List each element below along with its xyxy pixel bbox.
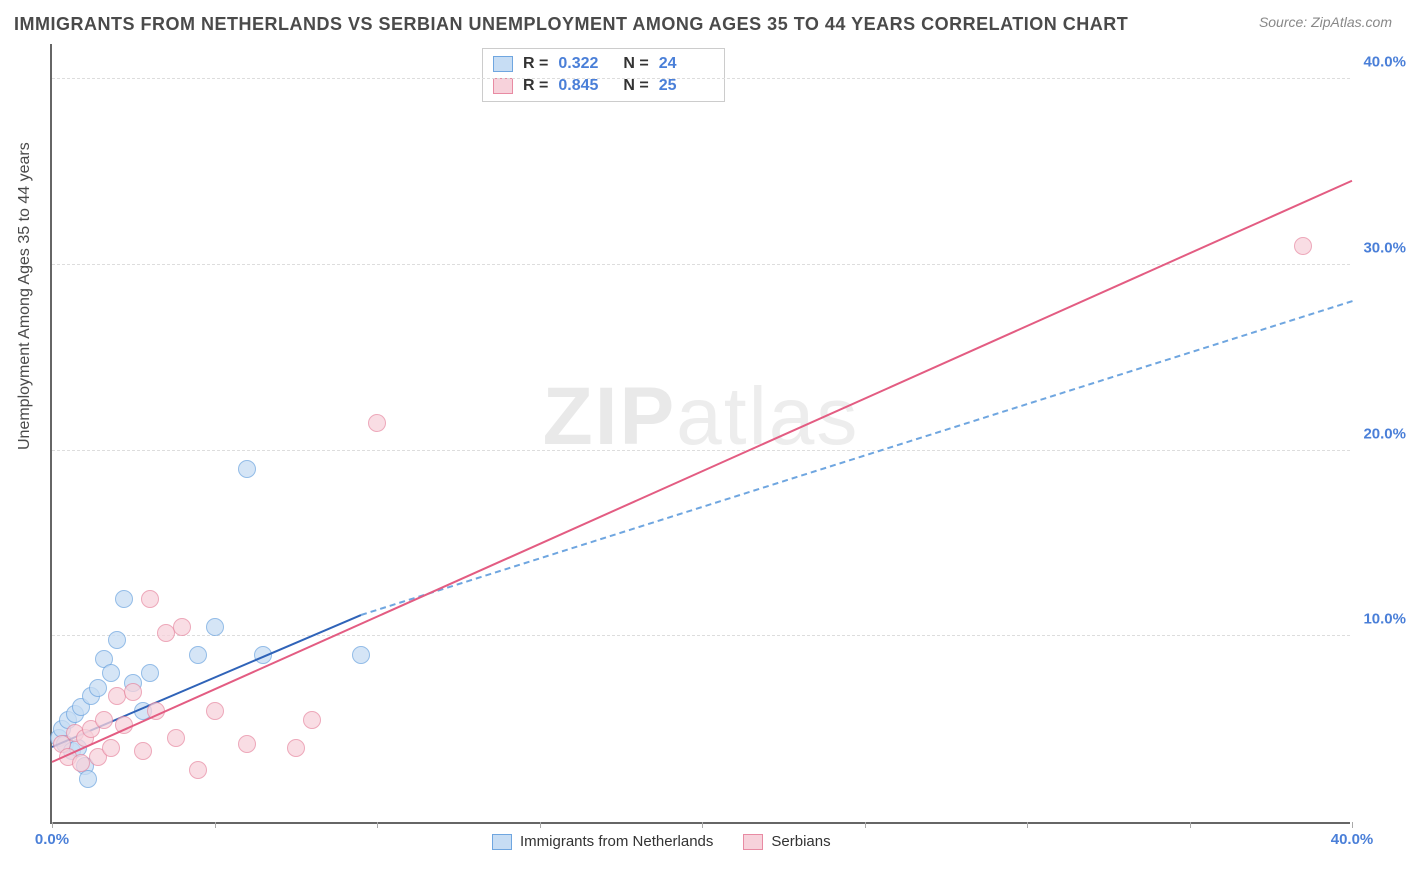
scatter-point [102, 739, 120, 757]
legend-swatch [743, 834, 763, 850]
n-value: 24 [659, 55, 714, 73]
scatter-point [108, 687, 126, 705]
x-tick-mark [52, 822, 53, 828]
trend-line [360, 300, 1352, 616]
legend-row: R = 0.322 N = 24 [493, 53, 714, 75]
scatter-point [206, 618, 224, 636]
x-tick-mark [1190, 822, 1191, 828]
chart-title: IMMIGRANTS FROM NETHERLANDS VS SERBIAN U… [14, 14, 1128, 35]
scatter-point [238, 460, 256, 478]
scatter-point [206, 702, 224, 720]
scatter-point [1294, 237, 1312, 255]
source-attribution: Source: ZipAtlas.com [1259, 14, 1392, 30]
gridline [52, 450, 1350, 451]
correlation-legend: R = 0.322 N = 24 R = 0.845 N = 25 [482, 48, 725, 102]
x-tick-label: 40.0% [1331, 831, 1374, 848]
scatter-point [141, 664, 159, 682]
x-tick-mark [215, 822, 216, 828]
r-label: R = [523, 77, 548, 95]
scatter-point [102, 664, 120, 682]
r-value: 0.322 [558, 55, 613, 73]
r-value: 0.845 [558, 77, 613, 95]
legend-label: Immigrants from Netherlands [520, 833, 713, 850]
x-tick-mark [702, 822, 703, 828]
y-tick-label: 40.0% [1363, 54, 1406, 71]
gridline [52, 264, 1350, 265]
n-value: 25 [659, 77, 714, 95]
scatter-point [79, 770, 97, 788]
x-tick-mark [1027, 822, 1028, 828]
legend-label: Serbians [771, 833, 830, 850]
scatter-point [167, 729, 185, 747]
scatter-point [173, 618, 191, 636]
legend-item: Immigrants from Netherlands [492, 833, 713, 850]
y-axis-label: Unemployment Among Ages 35 to 44 years [16, 142, 34, 450]
y-tick-label: 30.0% [1363, 239, 1406, 256]
scatter-point [352, 646, 370, 664]
legend-item: Serbians [743, 833, 830, 850]
x-tick-mark [377, 822, 378, 828]
y-tick-label: 20.0% [1363, 425, 1406, 442]
x-tick-mark [1352, 822, 1353, 828]
gridline [52, 78, 1350, 79]
scatter-point [141, 590, 159, 608]
scatter-point [238, 735, 256, 753]
scatter-point [95, 711, 113, 729]
x-tick-mark [865, 822, 866, 828]
y-tick-label: 10.0% [1363, 611, 1406, 628]
series-legend: Immigrants from Netherlands Serbians [492, 833, 831, 850]
legend-swatch [492, 834, 512, 850]
scatter-point [287, 739, 305, 757]
scatter-point [89, 679, 107, 697]
r-label: R = [523, 55, 548, 73]
scatter-point [134, 742, 152, 760]
scatter-point [303, 711, 321, 729]
plot-area: ZIPatlas R =0.322N =24R =0.845N =25 Immi… [50, 44, 1350, 824]
scatter-point [189, 761, 207, 779]
scatter-point [124, 683, 142, 701]
scatter-point [189, 646, 207, 664]
x-tick-label: 0.0% [35, 831, 69, 848]
n-label: N = [623, 55, 648, 73]
scatter-point [108, 631, 126, 649]
gridline [52, 635, 1350, 636]
scatter-point [115, 590, 133, 608]
x-tick-mark [540, 822, 541, 828]
legend-swatch [493, 78, 513, 94]
n-label: N = [623, 77, 648, 95]
legend-swatch [493, 56, 513, 72]
scatter-point [368, 414, 386, 432]
